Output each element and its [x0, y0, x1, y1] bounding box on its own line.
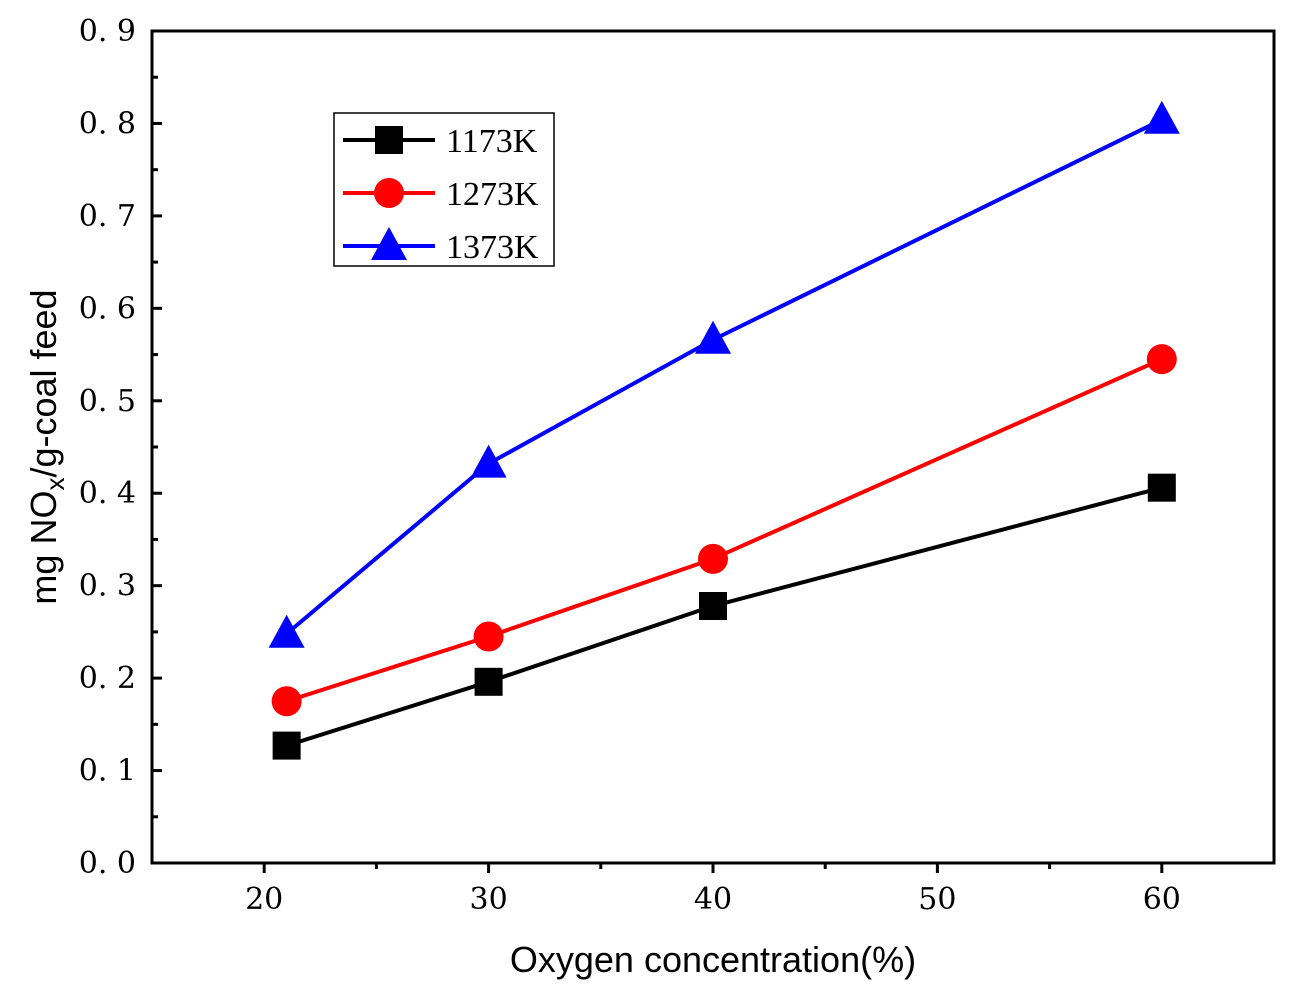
- data-point-1273k: [1146, 344, 1177, 375]
- x-axis-title: Oxygen concentration(%): [510, 939, 916, 980]
- y-axis-title: mg NOx/g-coal feed: [23, 289, 70, 604]
- legend-label-1273k: 1273K: [446, 176, 539, 213]
- y-tick-label: 0. 2: [79, 661, 136, 696]
- y-tick-label: 0. 3: [79, 569, 136, 604]
- data-point-1373k: [470, 444, 507, 478]
- data-point-1373k: [268, 614, 305, 648]
- y-tick-label: 0. 5: [79, 384, 136, 419]
- y-axis-title-suffix: /g-coal feed: [23, 289, 64, 477]
- data-point-1173k: [699, 592, 727, 621]
- y-tick-label: 0. 7: [79, 199, 136, 234]
- x-tick-label: 40: [694, 882, 732, 917]
- series-layer: [268, 100, 1180, 760]
- data-point-1173k: [272, 731, 301, 760]
- legend-marker-1273k: [374, 178, 404, 208]
- series-line-1373k: [285, 117, 1163, 636]
- y-tick-label: 0. 1: [79, 754, 136, 789]
- legend: 1173K 1273K 1373K: [333, 112, 555, 267]
- labels-layer: 0. 0 0. 1 0. 2 0. 3 0. 4 0. 5 0. 6 0. 7 0. 8 0. 9…: [79, 14, 1181, 917]
- legend-marker-1173k: [375, 126, 403, 154]
- data-point-1173k: [1147, 473, 1176, 502]
- data-point-1373k: [695, 320, 731, 354]
- legend-label-1173k: 1173K: [446, 123, 538, 160]
- series-line-1173k: [286, 485, 1163, 748]
- legend-marker-1373k: [371, 227, 407, 260]
- data-point-1273k: [698, 543, 728, 574]
- y-tick-label: 0. 8: [79, 106, 136, 141]
- data-point-1273k: [473, 621, 504, 652]
- y-tick-label: 0. 0: [79, 846, 136, 881]
- series-line-1273k: [286, 357, 1163, 704]
- data-point-1173k: [474, 667, 503, 696]
- data-point-1273k: [271, 686, 302, 717]
- legend-label-1373k: 1373K: [446, 229, 539, 266]
- y-tick-label: 0. 6: [79, 291, 136, 326]
- x-tick-label: 20: [245, 882, 283, 917]
- x-tick-label: 50: [918, 882, 956, 917]
- x-tick-label: 30: [470, 882, 508, 917]
- data-point-1373k: [1143, 100, 1180, 134]
- y-axis-title-subscript: x: [40, 478, 70, 491]
- y-tick-label: 0. 4: [79, 476, 136, 511]
- y-tick-label: 0. 9: [79, 14, 136, 49]
- y-axis-title-prefix: mg NO: [23, 491, 64, 605]
- x-tick-label: 60: [1143, 882, 1181, 917]
- ticks-layer: [152, 29, 1164, 873]
- plot-frame: [150, 29, 1276, 865]
